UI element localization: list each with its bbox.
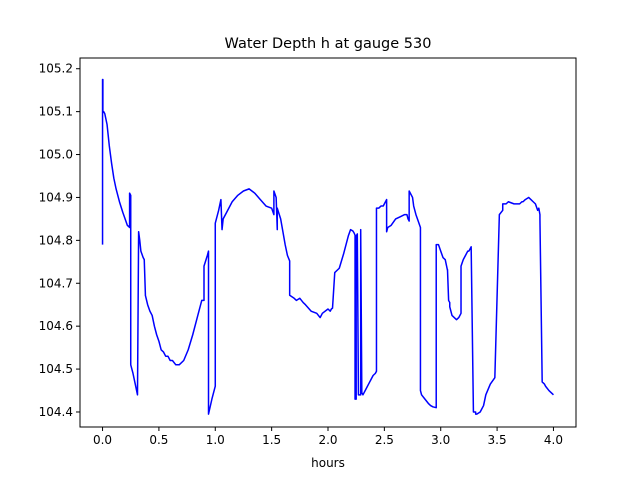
y-tick-label: 105.2	[39, 62, 73, 76]
y-tick-label: 104.6	[39, 319, 73, 333]
y-tick-label: 104.4	[39, 405, 73, 419]
x-tick-label: 4.0	[544, 433, 563, 447]
x-tick-label: 3.0	[431, 433, 450, 447]
x-tick-label: 0.5	[149, 433, 168, 447]
x-tick-label: 1.5	[262, 433, 281, 447]
x-tick-label: 2.5	[375, 433, 394, 447]
y-tick-label: 104.8	[39, 233, 73, 247]
y-tick-label: 105.0	[39, 148, 73, 162]
x-axis: 0.0 0.5 1.0 1.5 2.0 2.5 3.0 3.5 4.0	[93, 427, 563, 447]
x-tick-label: 1.0	[206, 433, 225, 447]
y-axis: 104.4 104.5 104.6 104.7 104.8 104.9 105.0 105.1…	[39, 62, 80, 419]
x-tick-label: 3.5	[488, 433, 507, 447]
x-axis-label: hours	[311, 456, 345, 470]
y-tick-label: 104.5	[39, 362, 73, 376]
x-tick-label: 0.0	[93, 433, 112, 447]
y-tick-label: 104.9	[39, 190, 73, 204]
x-tick-label: 2.0	[318, 433, 337, 447]
y-tick-label: 105.1	[39, 105, 73, 119]
y-tick-label: 104.7	[39, 276, 73, 290]
series-line-0	[101, 78, 554, 415]
chart-title: Water Depth h at gauge 530	[225, 36, 432, 52]
